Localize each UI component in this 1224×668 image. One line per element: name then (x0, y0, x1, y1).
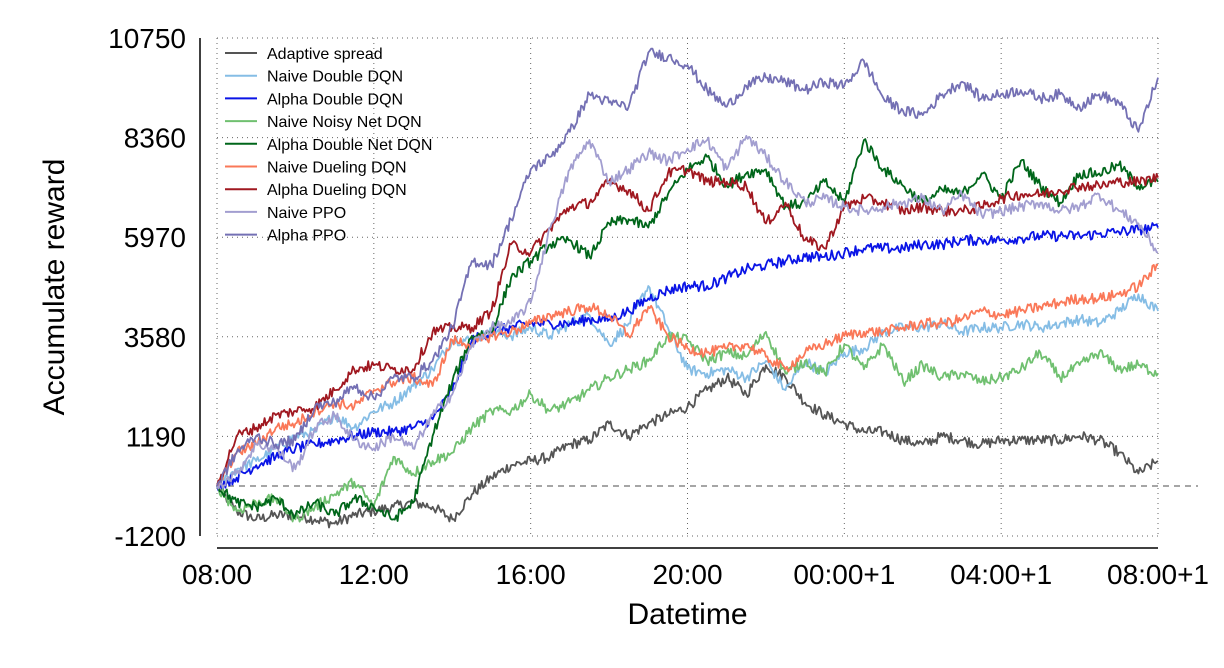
x-tick-label: 08:00+1 (1107, 559, 1209, 590)
y-tick-labels: -1200 1190 3580 5970 8360 10750 (108, 23, 186, 552)
legend-label: Naive Noisy Net DQN (267, 114, 422, 131)
series-lines (216, 47, 1159, 529)
series-line (216, 222, 1159, 492)
legend-label: Naive Dueling DQN (267, 160, 407, 177)
y-axis-title: Accumulate reward (38, 159, 71, 416)
x-tick-label: 08:00 (182, 559, 252, 590)
x-axis-title: Datetime (627, 598, 747, 631)
series-line (216, 134, 1159, 490)
y-tick-label: 5970 (124, 222, 186, 253)
x-tick-label: 16:00 (496, 559, 566, 590)
x-tick-labels: 08:00 12:00 16:00 20:00 00:00+1 04:00+1 08:00+… (182, 559, 1209, 590)
legend-label: Alpha PPO (267, 228, 346, 245)
x-tick-label: 12:00 (339, 559, 409, 590)
series-line (216, 164, 1159, 487)
y-tick-label: 3580 (124, 322, 186, 353)
legend-label: Alpha Double DQN (267, 91, 403, 108)
x-tick-label: 04:00+1 (950, 559, 1052, 590)
y-tick-label: 8360 (124, 123, 186, 154)
series-line (216, 47, 1159, 487)
axes (199, 38, 1158, 549)
y-tick-label: 1190 (126, 421, 186, 452)
legend-label: Naive Double DQN (267, 69, 403, 86)
series-line (216, 263, 1159, 488)
legend-label: Alpha Dueling DQN (267, 182, 407, 199)
legend-label: Alpha Double Net DQN (267, 137, 432, 154)
x-tick-label: 00:00+1 (793, 559, 895, 590)
series-line (216, 364, 1159, 529)
series-line (216, 285, 1159, 490)
legend: Adaptive spread Naive Double DQN Alpha Dou… (225, 46, 432, 245)
y-tick-label: -1200 (114, 521, 186, 552)
x-tick-label: 20:00 (652, 559, 722, 590)
legend-label: Naive PPO (267, 205, 346, 222)
legend-label: Adaptive spread (267, 46, 383, 63)
y-tick-label: 10750 (108, 23, 186, 54)
